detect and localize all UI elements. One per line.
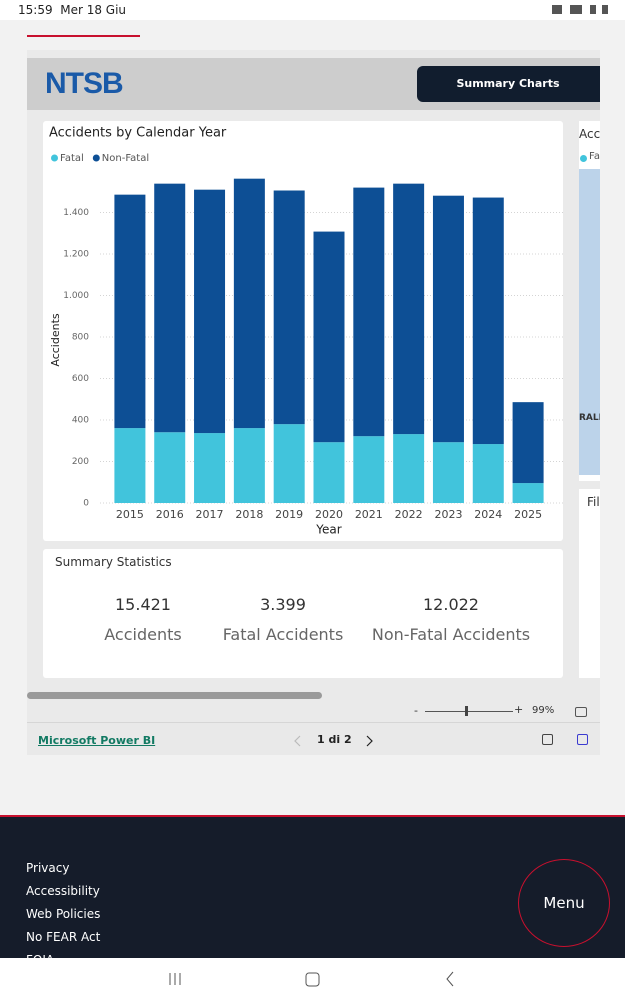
legend-marker bbox=[92, 154, 100, 162]
x-tick-label: 2018 bbox=[235, 508, 263, 521]
legend-marker bbox=[51, 154, 58, 162]
next-page[interactable] bbox=[364, 735, 374, 747]
chart: Accidents by Calendar Year Accidents Yea… bbox=[49, 126, 563, 537]
side-legend-dot bbox=[580, 155, 587, 162]
x-tick-label: 2017 bbox=[196, 508, 224, 521]
x-tick-label: 2021 bbox=[355, 508, 383, 521]
stat-value: 15.421 bbox=[115, 595, 171, 614]
report-header: NTSB Summary Charts bbox=[27, 58, 600, 110]
bar bbox=[472, 444, 504, 503]
bar bbox=[154, 183, 186, 433]
x-tick-label: 2025 bbox=[514, 508, 542, 521]
side-card: Acc Fa RALI bbox=[579, 121, 600, 481]
bar bbox=[512, 483, 544, 503]
side-legend: Fa bbox=[589, 151, 600, 162]
zoom-track bbox=[425, 711, 513, 712]
y-tick-label: 800 bbox=[72, 333, 89, 343]
recent-apps[interactable] bbox=[169, 973, 181, 985]
zoom-minus[interactable]: - bbox=[414, 704, 418, 717]
x-tick-label: 2020 bbox=[315, 508, 343, 521]
bar bbox=[154, 432, 186, 503]
back-button[interactable] bbox=[446, 971, 454, 987]
zoom-percent: 99% bbox=[532, 705, 555, 716]
y-tick-label: 600 bbox=[72, 374, 89, 384]
x-tick-label: 2024 bbox=[474, 508, 502, 521]
bar bbox=[233, 428, 265, 503]
side-title: Acc bbox=[579, 127, 600, 141]
x-axis-title: Year bbox=[315, 523, 341, 537]
summary-charts-button[interactable]: Summary Charts bbox=[417, 66, 600, 102]
tab-underline bbox=[27, 35, 140, 37]
bar bbox=[393, 434, 425, 503]
site-footer: Privacy Accessibility Web Policies No FE… bbox=[0, 815, 625, 967]
x-tick-label: 2016 bbox=[156, 508, 184, 521]
y-tick-label: 1.400 bbox=[63, 208, 89, 218]
bar bbox=[233, 178, 265, 429]
status-icons bbox=[552, 5, 608, 14]
y-tick-label: 200 bbox=[72, 457, 89, 467]
zoom-plus[interactable]: + bbox=[514, 703, 524, 716]
x-tick-label: 2023 bbox=[434, 508, 462, 521]
y-tick-label: 0 bbox=[83, 499, 89, 509]
bar bbox=[432, 195, 464, 443]
stat-label: Non-Fatal Accidents bbox=[371, 625, 531, 644]
summary-title: Summary Statistics bbox=[55, 555, 172, 569]
bar bbox=[393, 183, 425, 435]
share-icon[interactable] bbox=[542, 734, 553, 745]
stat-label: Accidents bbox=[104, 625, 182, 644]
chart-title: Accidents by Calendar Year bbox=[49, 126, 227, 141]
menu-button[interactable]: Menu bbox=[518, 859, 610, 947]
home-button[interactable] bbox=[305, 972, 320, 987]
report-footer: Microsoft Power BI 1 di 2 bbox=[27, 722, 600, 755]
bar bbox=[432, 442, 464, 503]
nav-icons bbox=[169, 971, 454, 987]
powerbi-link[interactable]: Microsoft Power BI bbox=[38, 734, 156, 747]
map: RALI bbox=[579, 169, 600, 475]
bar bbox=[512, 402, 544, 484]
x-tick-label: 2022 bbox=[395, 508, 423, 521]
y-tick-label: 400 bbox=[72, 416, 89, 426]
footer-link[interactable]: Privacy bbox=[26, 861, 70, 875]
stat-value: 3.399 bbox=[260, 595, 306, 614]
bar bbox=[273, 190, 305, 425]
y-axis-title: Accidents bbox=[49, 313, 62, 367]
bar bbox=[313, 442, 345, 503]
bar bbox=[194, 189, 226, 434]
stat-value: 12.022 bbox=[423, 595, 479, 614]
logo: NTSB bbox=[45, 67, 124, 100]
x-tick-label: 2019 bbox=[275, 508, 303, 521]
footer-link[interactable]: Web Policies bbox=[26, 907, 101, 921]
bar bbox=[353, 187, 385, 437]
bar bbox=[273, 424, 305, 503]
bar bbox=[194, 433, 226, 503]
map-label: RALI bbox=[579, 413, 600, 423]
bar bbox=[114, 428, 146, 503]
legend-label: Fatal bbox=[60, 153, 84, 164]
bar bbox=[472, 197, 504, 445]
nav-bar bbox=[0, 958, 625, 1000]
legend-label: Non-Fatal bbox=[102, 153, 149, 164]
page-indicator: 1 di 2 bbox=[317, 733, 352, 746]
status-time: 15:59 Mer 18 Giu bbox=[18, 3, 127, 17]
prev-page[interactable] bbox=[293, 735, 303, 747]
status-bar: 15:59 Mer 18 Giu bbox=[0, 0, 625, 20]
fit-icon[interactable] bbox=[575, 707, 587, 717]
side-card: Fil bbox=[579, 489, 600, 678]
footer-link[interactable]: Accessibility bbox=[26, 884, 100, 898]
x-tick-label: 2015 bbox=[116, 508, 144, 521]
bar bbox=[114, 194, 146, 429]
footer-link[interactable]: No FEAR Act bbox=[26, 930, 101, 944]
expand-icon[interactable] bbox=[577, 734, 588, 745]
bar bbox=[353, 436, 385, 503]
bar bbox=[313, 231, 345, 443]
y-tick-label: 1.000 bbox=[63, 291, 89, 301]
summary-card: Summary Statistics 15.421 Accidents 3.39… bbox=[43, 549, 563, 678]
side-filter-title: Fil bbox=[587, 495, 600, 509]
stat-label: Fatal Accidents bbox=[222, 625, 344, 644]
y-tick-label: 1.200 bbox=[63, 250, 89, 260]
scrollbar[interactable] bbox=[27, 692, 322, 699]
zoom-thumb[interactable] bbox=[465, 706, 468, 716]
